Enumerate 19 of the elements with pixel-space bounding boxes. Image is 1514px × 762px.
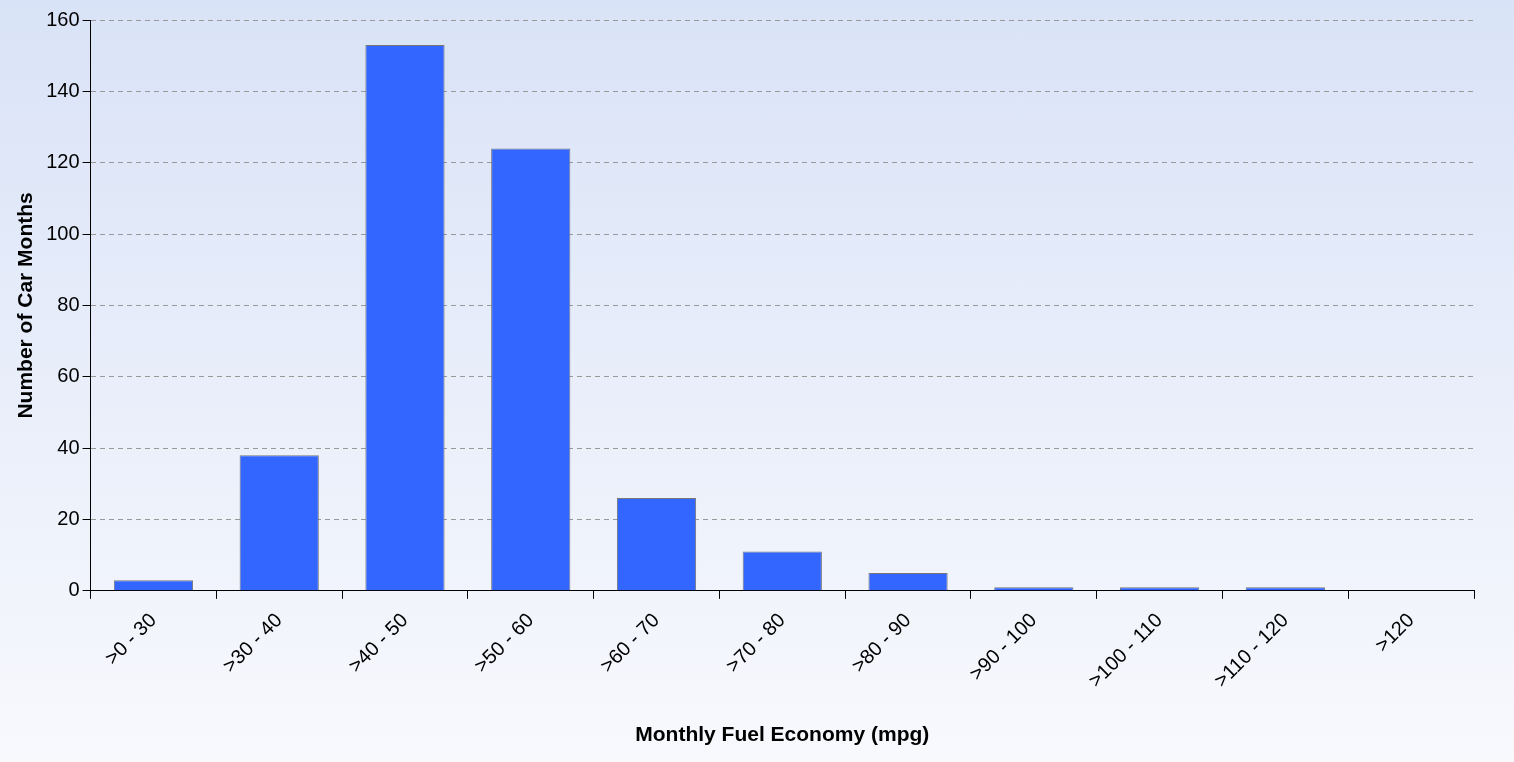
y-tick-label: 100: [46, 221, 80, 244]
x-tick-label: >50 - 60: [469, 608, 538, 677]
x-tick-label: >30 - 40: [218, 608, 286, 677]
x-axis-title: Monthly Fuel Economy (mpg): [635, 722, 930, 746]
y-tick-label: 20: [57, 507, 80, 530]
x-tick-label: >90 - 100: [964, 608, 1041, 685]
y-tick-label: 120: [46, 150, 80, 173]
y-tick-label: 140: [46, 78, 80, 101]
x-tick-label: >40 - 50: [343, 608, 412, 677]
x-tick-label: >60 - 70: [595, 608, 664, 677]
y-tick-label: 0: [68, 578, 80, 601]
x-tick-label: >70 - 80: [721, 608, 790, 677]
y-tick-label: 40: [57, 435, 80, 458]
y-tick-label: 60: [57, 364, 80, 387]
y-axis-title: Number of Car Months: [13, 192, 37, 419]
y-tick-label: 80: [57, 292, 80, 315]
y-tick-label: 160: [46, 7, 80, 30]
x-tick-label: >0 - 30: [100, 608, 161, 669]
x-tick-label: >80 - 90: [846, 608, 915, 677]
